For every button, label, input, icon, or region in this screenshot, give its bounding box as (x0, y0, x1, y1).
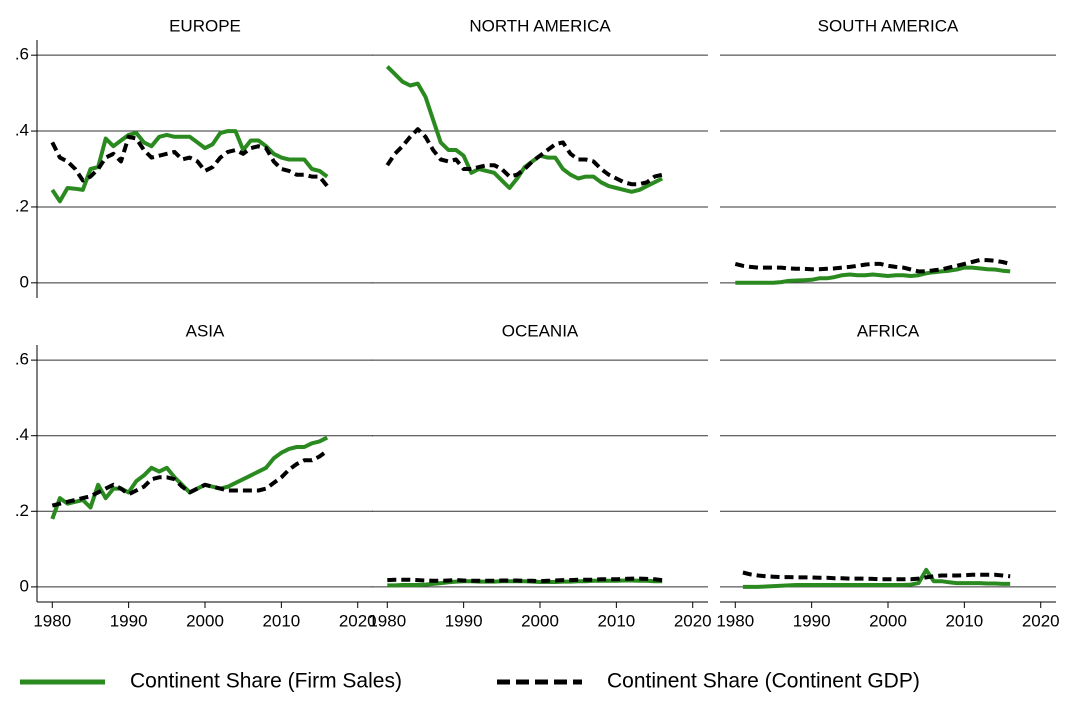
y-tick-label: .6 (15, 45, 29, 64)
panel-title: AFRICA (857, 321, 920, 340)
x-tick-label: 1980 (33, 611, 71, 630)
series-line (735, 265, 1011, 285)
x-tick-label: 1980 (368, 611, 406, 630)
series-line (385, 65, 664, 194)
legend-label: Continent Share (Firm Sales) (130, 670, 402, 693)
series-line (387, 578, 663, 588)
x-tick-label: 2020 (339, 611, 377, 630)
panel-title: OCEANIA (502, 321, 579, 340)
y-tick-label: 0 (20, 576, 29, 595)
series-line (742, 570, 1011, 582)
series-line (734, 258, 1011, 274)
y-tick-label: .2 (15, 501, 29, 520)
y-tick-label: .4 (15, 121, 29, 140)
y-tick-label: 0 (20, 272, 29, 291)
x-tick-label: 2000 (521, 611, 559, 630)
series-line (742, 567, 1011, 589)
series-line (50, 129, 329, 204)
panel-title: EUROPE (169, 16, 241, 35)
panel-title: SOUTH AMERICA (818, 16, 959, 35)
x-tick-label: 2020 (1022, 611, 1060, 630)
series-line (51, 449, 329, 508)
series-line (385, 127, 663, 187)
series-line (50, 134, 329, 188)
x-tick-label: 2020 (674, 611, 712, 630)
x-tick-label: 2000 (869, 611, 907, 630)
panel-title: NORTH AMERICA (469, 16, 611, 35)
x-tick-label: 2010 (597, 611, 635, 630)
x-tick-label: 2010 (262, 611, 300, 630)
x-tick-label: 1990 (110, 611, 148, 630)
x-tick-label: 1990 (793, 611, 831, 630)
series-line (387, 576, 663, 584)
y-tick-label: .2 (15, 196, 29, 215)
legend-label: Continent Share (Continent GDP) (607, 670, 920, 693)
panel-title: ASIA (186, 321, 225, 340)
x-tick-label: 2010 (945, 611, 983, 630)
x-tick-label: 1990 (445, 611, 483, 630)
x-tick-label: 1980 (716, 611, 754, 630)
series-line (50, 435, 329, 520)
x-tick-label: 2000 (186, 611, 224, 630)
y-tick-label: .6 (15, 350, 29, 369)
y-tick-label: .4 (15, 425, 29, 444)
